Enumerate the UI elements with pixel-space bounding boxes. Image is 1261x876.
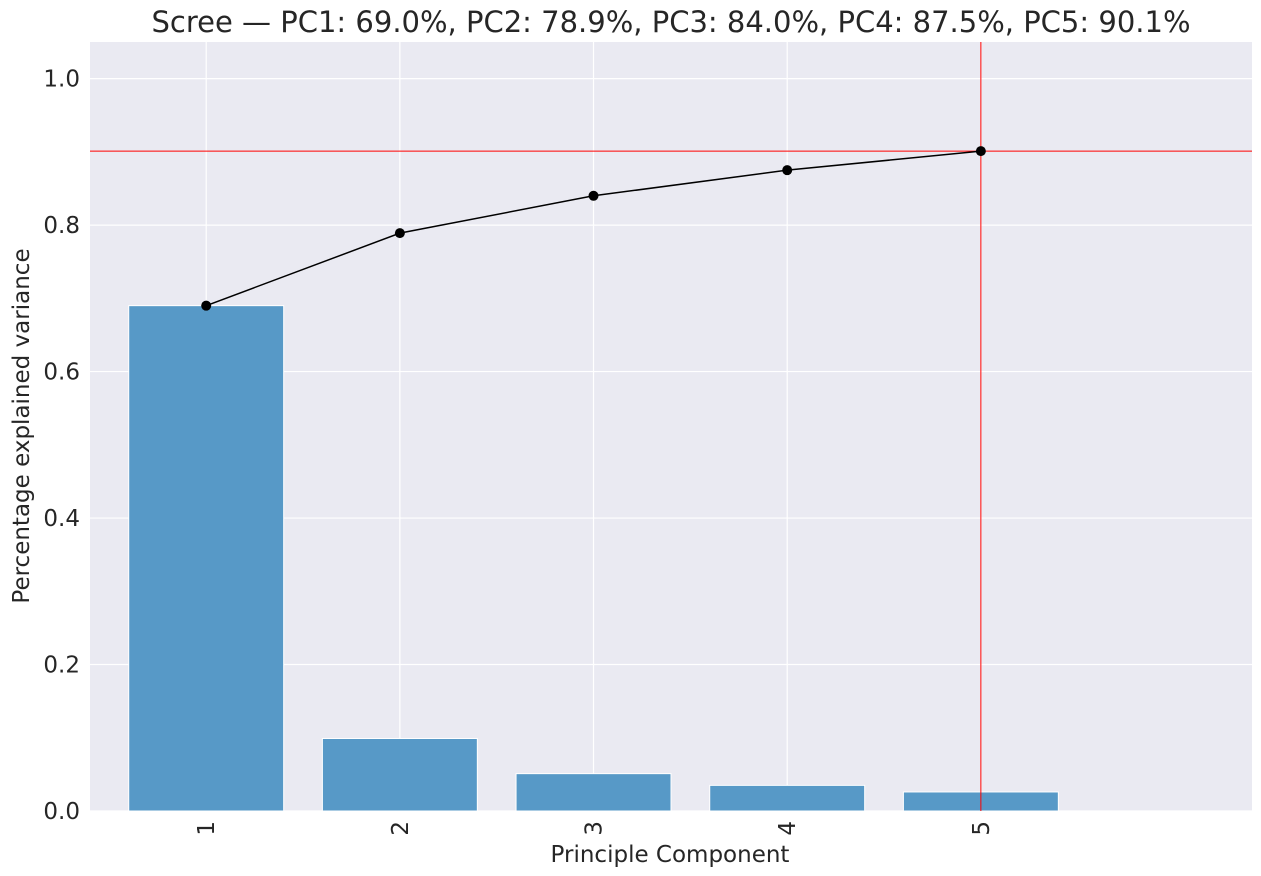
reference-lines (90, 42, 1252, 811)
bar-series (128, 305, 1059, 812)
chart-title: Scree — PC1: 69.0%, PC2: 78.9%, PC3: 84.… (151, 5, 1190, 39)
x-tick-label: 1 (194, 821, 220, 836)
y-axis-label: Percentage explained variance (9, 248, 35, 603)
cumulative-line-series (201, 146, 986, 311)
cumulative-point-pc3 (588, 190, 599, 201)
y-tick-labels: 0.0 0.2 0.4 0.6 0.8 1.0 (43, 67, 80, 825)
x-tick-label: 5 (969, 821, 995, 836)
x-axis-label: Principle Component (551, 842, 790, 868)
cumulative-point-pc1 (201, 300, 212, 311)
cumulative-point-pc5 (975, 146, 986, 157)
bar-pc1 (128, 305, 285, 812)
cumulative-point-pc2 (394, 228, 405, 239)
y-tick-label: 0.6 (43, 360, 80, 386)
bar-pc4 (709, 784, 866, 812)
x-tick-labels: 1 2 3 4 5 (194, 821, 995, 836)
y-tick-label: 0.2 (43, 653, 80, 679)
x-tick-label: 3 (582, 821, 608, 836)
x-tick-label: 4 (775, 821, 801, 836)
cumulative-point-pc4 (782, 165, 793, 176)
y-tick-label: 0.8 (43, 213, 80, 239)
y-tick-label: 0.4 (43, 506, 80, 532)
x-tick-label: 2 (388, 821, 414, 836)
y-tick-label: 1.0 (43, 67, 80, 93)
y-tick-label: 0.0 (43, 799, 80, 825)
bar-pc2 (321, 737, 478, 812)
bar-pc3 (515, 773, 672, 812)
